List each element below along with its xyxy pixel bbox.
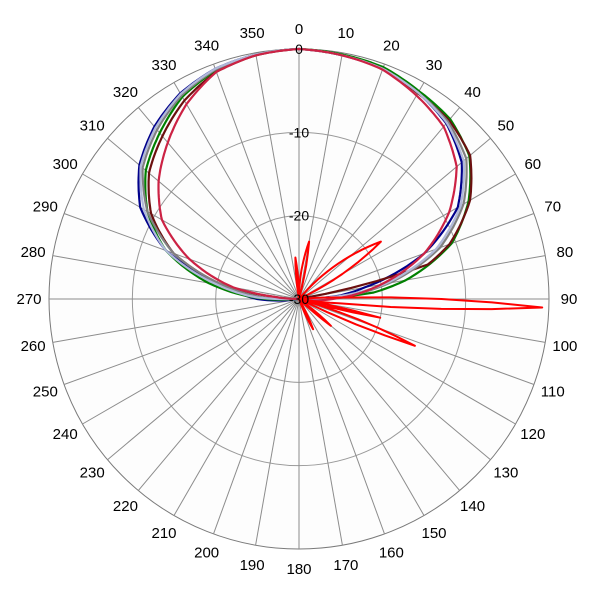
grid-spokes (49, 49, 549, 549)
grid-spoke (298, 82, 425, 300)
series-line (294, 240, 544, 347)
angle-tick-label: 220 (113, 498, 138, 515)
angle-tick-label: 290 (33, 199, 58, 216)
angle-tick-label: 30 (426, 57, 443, 74)
grid-spoke (63, 298, 300, 385)
angle-tick-label: 90 (561, 291, 578, 308)
angle-tick-label: 120 (520, 426, 545, 443)
grid-spoke (298, 63, 385, 300)
grid-spoke (298, 298, 535, 385)
angle-tick-label: 250 (33, 383, 58, 400)
grid-spoke (298, 298, 516, 425)
grid-spoke (82, 298, 300, 425)
radial-tick-label: 0 (295, 41, 303, 57)
angle-tick-label: 280 (21, 244, 46, 261)
grid-spoke (298, 298, 385, 535)
angle-tick-label: 260 (21, 338, 46, 355)
angle-tick-label: 170 (333, 557, 358, 574)
angle-tick-label: 50 (497, 117, 514, 134)
radial-labels: 0 -10 -20 -30 (289, 41, 309, 307)
grid-spoke (298, 213, 535, 300)
angle-tick-label: 350 (240, 25, 265, 42)
angle-tick-label: 210 (151, 525, 176, 542)
grid-spoke (255, 298, 300, 546)
angle-tick-label: 340 (194, 37, 219, 54)
angle-tick-label: 70 (544, 199, 561, 216)
angle-tick-label: 190 (240, 557, 265, 574)
radial-tick-label: -30 (289, 291, 309, 307)
angle-tick-label: 140 (460, 498, 485, 515)
angle-tick-label: 240 (53, 426, 78, 443)
angle-labels: 0 10 20 30 40 50 60 70 80 90 100 110 120 130 140 150 160… (16, 21, 577, 578)
angle-tick-label: 40 (464, 84, 481, 101)
grid-spoke (213, 63, 300, 300)
angle-tick-label: 230 (80, 465, 105, 482)
angle-tick-label: 160 (379, 545, 404, 562)
grid-spoke (63, 213, 300, 300)
angle-tick-label: 180 (286, 561, 311, 578)
grid-spoke (298, 298, 546, 343)
angle-tick-label: 310 (80, 117, 105, 134)
grid-spoke (107, 298, 300, 461)
angle-tick-label: 0 (295, 21, 303, 38)
angle-tick-label: 270 (16, 291, 41, 308)
angle-tick-label: 20 (383, 37, 400, 54)
angle-tick-label: 60 (524, 156, 541, 173)
grid-spoke (298, 137, 491, 300)
grid-spoke (52, 255, 300, 300)
angle-tick-label: 200 (194, 545, 219, 562)
angle-tick-label: 10 (338, 25, 355, 42)
series-layer (137, 47, 544, 347)
grid-spoke (298, 255, 546, 300)
angle-tick-label: 110 (541, 383, 565, 400)
radial-tick-label: -20 (289, 208, 309, 224)
grid-spoke (137, 298, 300, 491)
grid-spoke (173, 82, 300, 300)
angle-tick-label: 150 (421, 525, 446, 542)
grid-spoke (82, 173, 300, 300)
angle-tick-label: 320 (113, 84, 138, 101)
radial-tick-label: -10 (289, 124, 309, 140)
grid-spoke (173, 298, 300, 516)
grid-spoke (137, 107, 300, 300)
angle-tick-label: 130 (493, 465, 518, 482)
angle-tick-label: 80 (557, 244, 574, 261)
grid-spoke (298, 298, 343, 546)
grid-spoke (213, 298, 300, 535)
grid-spoke (298, 298, 425, 516)
angle-tick-label: 330 (151, 57, 176, 74)
grid-spoke (52, 298, 300, 343)
angle-tick-label: 100 (552, 338, 577, 355)
angle-tick-label: 300 (53, 156, 78, 173)
grid-spoke (298, 298, 461, 491)
grid-spoke (255, 52, 300, 300)
grid-spoke (298, 107, 461, 300)
